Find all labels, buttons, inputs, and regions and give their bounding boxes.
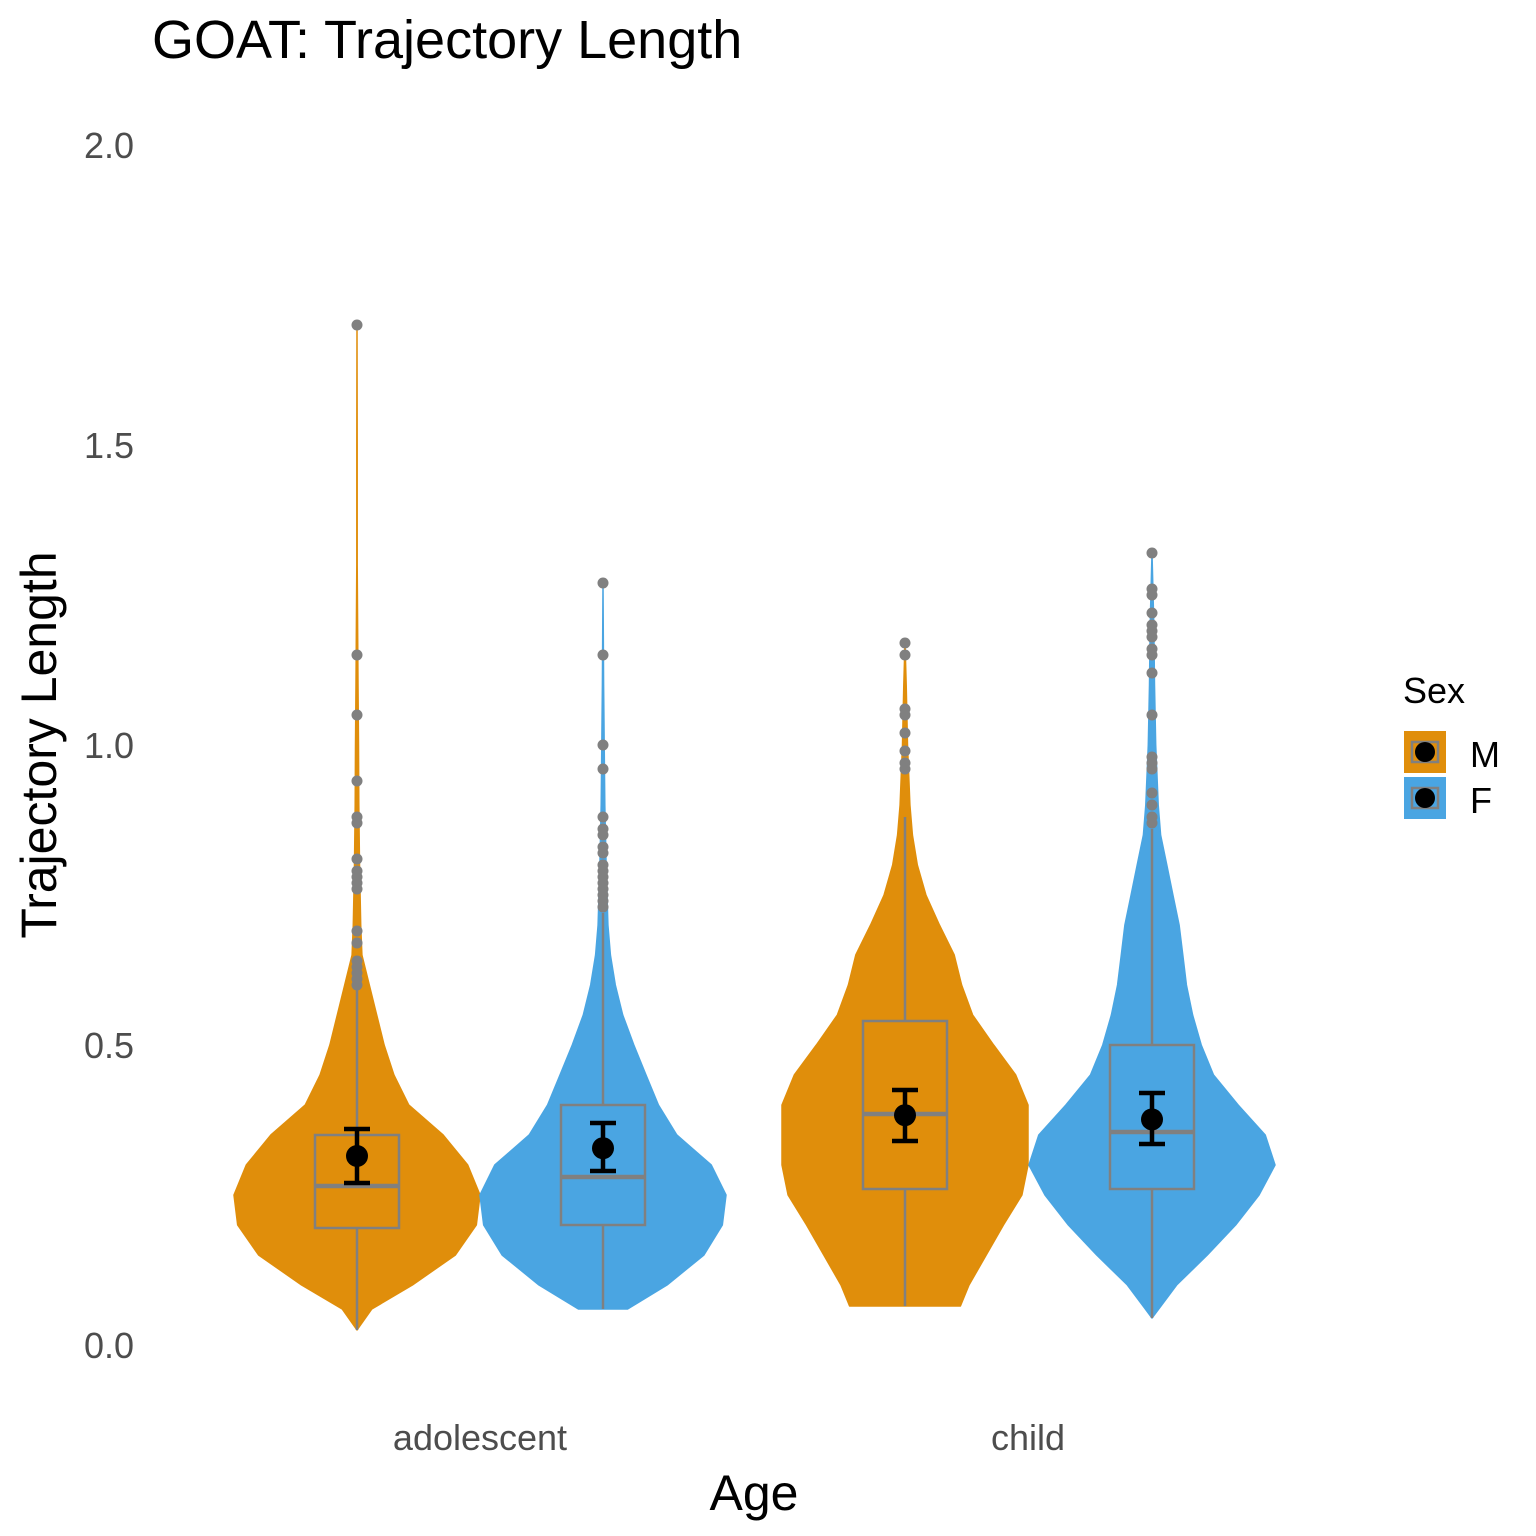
outlier-point xyxy=(597,739,609,751)
legend-label-f: F xyxy=(1470,780,1492,821)
outlier-point xyxy=(351,709,363,721)
y-axis-title: Trajectory Length xyxy=(11,551,67,938)
outlier-point xyxy=(899,727,911,739)
outlier-point xyxy=(1146,547,1158,559)
outlier-point xyxy=(351,955,363,967)
x-tick-label-child: child xyxy=(991,1417,1065,1458)
x-axis-tick-labels: adolescent child xyxy=(393,1417,1065,1458)
box-f-child xyxy=(1108,1043,1196,1191)
mean-point-f-child xyxy=(1141,1108,1163,1131)
outlier-point xyxy=(1146,667,1158,679)
outlier-point xyxy=(351,925,363,937)
chart-title: GOAT: Trajectory Length xyxy=(152,10,742,70)
outlier-point xyxy=(1146,799,1158,811)
box-m-child xyxy=(861,1019,949,1191)
legend-key-dot-f xyxy=(1415,788,1435,808)
outlier-point xyxy=(351,811,363,823)
x-tick-label-adolescent: adolescent xyxy=(393,1417,567,1458)
x-axis-title: Age xyxy=(710,1465,799,1521)
outlier-point xyxy=(1146,583,1158,595)
outlier-point xyxy=(351,649,363,661)
outlier-point xyxy=(351,319,363,331)
outlier-point xyxy=(597,577,609,589)
legend-title: Sex xyxy=(1403,670,1465,711)
outlier-point xyxy=(597,811,609,823)
y-axis-tick-labels: 0.0 0.5 1.0 1.5 2.0 xyxy=(84,125,134,1366)
outlier-point xyxy=(1146,787,1158,799)
outlier-point xyxy=(351,853,363,865)
box-f-adolescent xyxy=(559,1103,647,1227)
outlier-point xyxy=(1146,607,1158,619)
legend-entry-f: F xyxy=(1404,777,1492,821)
outlier-point xyxy=(351,865,363,877)
outlier-point xyxy=(351,775,363,787)
y-tick-label: 0.5 xyxy=(84,1025,134,1066)
outlier-point xyxy=(899,757,911,769)
outlier-point xyxy=(597,859,609,871)
y-tick-label: 0.0 xyxy=(84,1325,134,1366)
outlier-point xyxy=(1146,619,1158,631)
outlier-point xyxy=(597,649,609,661)
outlier-point xyxy=(1146,709,1158,721)
mean-point-f-adolescent xyxy=(592,1137,614,1160)
outlier-point xyxy=(899,745,911,757)
y-tick-label: 2.0 xyxy=(84,125,134,166)
outlier-point xyxy=(597,823,609,835)
outlier-point xyxy=(597,841,609,853)
outlier-point xyxy=(1146,643,1158,655)
outlier-point xyxy=(1146,811,1158,823)
mean-point-m-child xyxy=(894,1104,916,1127)
y-tick-label: 1.0 xyxy=(84,725,134,766)
legend: Sex M F xyxy=(1403,670,1500,821)
outlier-point xyxy=(351,937,363,949)
legend-label-m: M xyxy=(1470,734,1500,775)
outlier-point xyxy=(899,637,911,649)
plot-marks xyxy=(233,319,1276,1331)
outlier-point xyxy=(899,703,911,715)
legend-key-dot-m xyxy=(1415,742,1435,762)
mean-point-m-adolescent xyxy=(346,1145,368,1167)
outlier-point xyxy=(1146,751,1158,763)
outlier-point xyxy=(899,649,911,661)
legend-entry-m: M xyxy=(1404,731,1500,775)
y-tick-label: 1.5 xyxy=(84,425,134,466)
outlier-point xyxy=(597,763,609,775)
